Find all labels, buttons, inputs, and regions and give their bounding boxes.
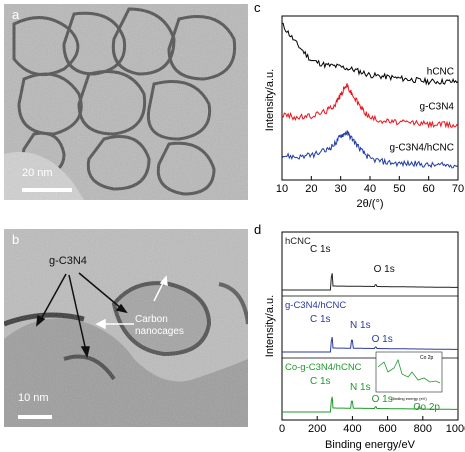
series-line-c (281, 83, 459, 129)
x-tick-label-d: 600 (378, 423, 396, 435)
tem-image-a: a 20 nm (4, 4, 248, 200)
y-axis-label-d: Intensity/a.u. (264, 295, 276, 357)
peak-label-d: O 1s (372, 394, 393, 405)
plot-frame-d (281, 231, 459, 421)
series-line-c (281, 22, 459, 86)
x-tick-label-d: 800 (414, 423, 432, 435)
series-line-d (282, 396, 458, 413)
x-axis-label-d: Binding energy/eV (325, 439, 416, 451)
inset-line (377, 358, 441, 384)
x-axis-label-c: 2θ/(°) (356, 198, 383, 210)
inset-label: Co 2p (420, 355, 434, 361)
x-tick-label-d: 400 (343, 423, 361, 435)
xps-chart: d Intensity/a.u. Binding energy/eV 0 200 4… (254, 222, 465, 451)
tem-image-b-drawing (4, 229, 248, 427)
series-line-c (281, 130, 459, 169)
x-tick-label-c: 10 (276, 183, 288, 195)
peak-label-d: N 1s (350, 382, 371, 393)
series-label-c: g-C3N4/hCNC (390, 143, 454, 154)
inset-xlabel: Binding energy (eV) (391, 396, 427, 401)
scale-bar-label-b: 10 nm (18, 392, 49, 404)
tem-image-b: b g-C3N4 Carbon nanocages 10 nm (4, 229, 248, 427)
peak-label-d: C 1s (310, 244, 331, 255)
series-label-c: hCNC (427, 66, 454, 77)
xrd-chart: c Intensity/a.u. 2θ/(°) 10 20 30 40 50 60 70 h… (254, 0, 464, 210)
series-label-d: hCNC (285, 236, 311, 247)
x-tick-label-c: 30 (335, 183, 347, 195)
x-tick-label-c: 40 (364, 183, 376, 195)
tem-image-a-drawing (4, 4, 248, 200)
series-line-d (282, 273, 458, 291)
peak-label-d: N 1s (350, 320, 371, 331)
x-tick-label-c: 20 (305, 183, 317, 195)
peak-label-d: O 1s (374, 264, 395, 275)
series-label-d: Co-g-C3N4/hCNC (285, 362, 362, 373)
panel-label-a: a (12, 7, 20, 22)
xps-inset: Co 2p Binding energy (eV) (375, 351, 443, 401)
x-tick-label-c: 60 (423, 183, 435, 195)
peak-label-d: O 1s (372, 334, 393, 345)
peak-label-d: Co 2p (413, 402, 440, 413)
x-tick-label-d: 1000 (446, 423, 465, 435)
series-line-d (282, 336, 458, 353)
x-tick-label-d: 200 (308, 423, 326, 435)
panel-label-d: d (254, 222, 261, 237)
series-label-d: g-C3N4/hCNC (285, 300, 346, 311)
panel-label-c: c (254, 0, 261, 15)
annotation-carbon-line2: nanocages (135, 326, 184, 337)
series-label-c: g-C3N4 (420, 102, 455, 113)
annotation-carbon: Carbon nanocages (135, 314, 184, 338)
scale-bar-label-a: 20 nm (22, 167, 53, 179)
plot-frame-c (281, 15, 459, 181)
panel-label-b: b (12, 232, 20, 247)
x-tick-label-c: 50 (393, 183, 405, 195)
annotation-gcn: g-C3N4 (49, 255, 87, 267)
x-tick-label-d: 0 (279, 423, 285, 435)
peak-label-d: C 1s (310, 376, 331, 387)
y-axis-label-c: Intensity/a.u. (264, 69, 276, 131)
x-tick-label-c: 70 (452, 183, 464, 195)
annotation-carbon-line1: Carbon (135, 314, 168, 325)
peak-label-d: C 1s (310, 314, 331, 325)
